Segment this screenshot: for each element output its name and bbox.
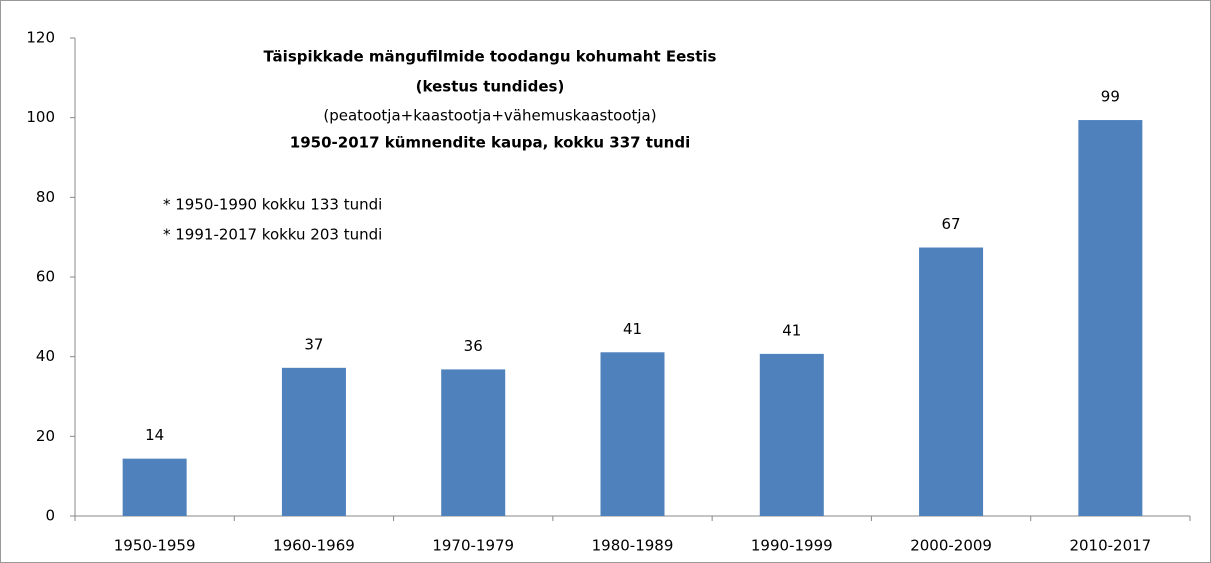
data-label: 37 bbox=[304, 335, 323, 353]
x-tick-label: 1960-1969 bbox=[273, 537, 355, 555]
bar bbox=[1078, 120, 1143, 516]
data-label: 41 bbox=[782, 321, 801, 339]
bar bbox=[600, 352, 665, 516]
annotation: * 1950-1990 kokku 133 tundi bbox=[163, 196, 382, 214]
data-label: 41 bbox=[623, 320, 642, 338]
annotation: * 1991-2017 kokku 203 tundi bbox=[163, 226, 382, 244]
y-tick-label: 0 bbox=[45, 507, 55, 525]
x-tick-label: 1990-1999 bbox=[751, 537, 833, 555]
y-tick-label: 40 bbox=[36, 347, 55, 365]
x-tick-label: 2000-2009 bbox=[910, 537, 992, 555]
y-tick-label: 20 bbox=[36, 427, 55, 445]
x-tick-label: 2010-2017 bbox=[1069, 537, 1151, 555]
data-label: 14 bbox=[145, 426, 164, 444]
chart-title: Täispikkade mängufilmide toodangu kohuma… bbox=[264, 48, 717, 66]
data-label: 36 bbox=[464, 337, 483, 355]
bar bbox=[759, 353, 824, 516]
chart-subtitle: (kestus tundides) bbox=[416, 78, 565, 96]
y-tick-label: 100 bbox=[26, 108, 55, 126]
y-tick-label: 60 bbox=[36, 268, 55, 286]
y-tick-label: 80 bbox=[36, 188, 55, 206]
chart-subtitle: (peatootja+kaastootja+vähemuskaastootja) bbox=[323, 107, 656, 125]
bar bbox=[122, 458, 187, 516]
y-tick-label: 120 bbox=[26, 29, 55, 47]
data-label: 99 bbox=[1101, 88, 1120, 106]
x-tick-label: 1950-1959 bbox=[114, 537, 196, 555]
bar bbox=[919, 247, 984, 517]
bar bbox=[281, 367, 346, 516]
bar bbox=[441, 369, 506, 516]
x-tick-label: 1980-1989 bbox=[592, 537, 674, 555]
chart-subtitle: 1950-2017 kümnendite kaupa, kokku 337 tu… bbox=[290, 134, 690, 152]
x-tick-label: 1970-1979 bbox=[432, 537, 514, 555]
data-label: 67 bbox=[942, 215, 961, 233]
